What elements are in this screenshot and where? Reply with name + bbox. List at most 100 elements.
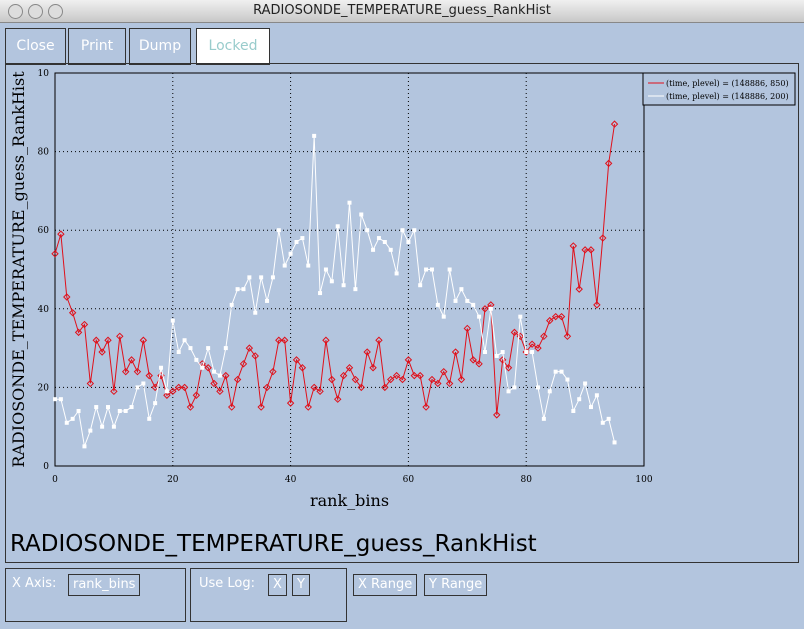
y-range-button[interactable]: Y Range (424, 574, 488, 596)
point (540, 332, 548, 341)
point (334, 395, 342, 403)
close-dot[interactable] (8, 4, 23, 19)
point (206, 346, 211, 351)
point (127, 356, 136, 364)
point (253, 310, 258, 315)
point (147, 416, 152, 421)
point (316, 387, 324, 396)
point (129, 405, 134, 410)
point (298, 364, 307, 372)
point (251, 352, 259, 360)
x-range-button[interactable]: X Range (353, 574, 418, 596)
point (180, 383, 189, 392)
point (123, 408, 128, 413)
point (557, 312, 566, 321)
point (394, 271, 399, 276)
point (204, 364, 212, 372)
point (469, 356, 477, 364)
point (551, 312, 560, 321)
point (447, 267, 452, 272)
y-tick-label: 80 (38, 148, 50, 158)
zoom-dot[interactable] (48, 4, 63, 19)
point (575, 285, 583, 293)
point (465, 298, 470, 303)
point (100, 424, 105, 429)
series-line (54, 124, 616, 415)
point (64, 420, 69, 425)
point (159, 365, 164, 370)
point (133, 367, 142, 376)
point (145, 371, 153, 380)
y-tick-label: 20 (38, 383, 50, 393)
point (186, 403, 195, 411)
print-button[interactable]: Print (68, 28, 126, 65)
point (441, 314, 446, 319)
point (457, 375, 466, 384)
point (382, 239, 387, 244)
point (310, 383, 318, 392)
window-title: RADIOSONDE_TEMPERATURE_guess_RankHist (253, 3, 551, 18)
point (371, 247, 376, 252)
point (275, 336, 283, 344)
point (169, 387, 177, 396)
x-tick-label: 0 (52, 475, 58, 485)
point (318, 291, 323, 296)
point (300, 236, 305, 241)
point (229, 302, 234, 307)
point (139, 336, 148, 344)
point (227, 403, 236, 411)
point (471, 302, 476, 307)
y-tick-label: 0 (43, 462, 49, 472)
point (182, 338, 187, 343)
point (111, 424, 116, 429)
min-dot[interactable] (28, 4, 43, 19)
point (365, 228, 370, 233)
x-axis-select[interactable]: rank_bins (68, 574, 141, 596)
point (222, 371, 230, 380)
point (294, 239, 299, 244)
point (217, 373, 222, 378)
point (53, 397, 57, 402)
point (276, 228, 281, 233)
point (117, 408, 122, 413)
plot-area (54, 72, 645, 467)
point (587, 246, 595, 254)
point (241, 287, 246, 292)
close-button[interactable]: Close (5, 28, 66, 65)
point (610, 120, 619, 128)
point (381, 383, 389, 392)
point (599, 234, 607, 242)
legend-box (642, 72, 796, 106)
point (269, 367, 277, 376)
point (588, 405, 593, 410)
point (82, 444, 87, 449)
x-axis-label: X Axis: (12, 576, 57, 591)
point (312, 133, 317, 138)
locked-button[interactable]: Locked (196, 28, 270, 65)
point (210, 379, 218, 388)
point (339, 371, 348, 380)
point (92, 336, 100, 344)
point (212, 369, 217, 374)
chart: 0 20 40 60 80 100 0 20 40 60 80 10 rank_bins RADIOSON… (5, 63, 799, 563)
point (398, 375, 407, 384)
log-x-button[interactable]: X (268, 574, 287, 596)
point (512, 385, 517, 390)
panel-border (5, 63, 799, 563)
point (546, 316, 554, 325)
log-y-button[interactable]: Y (292, 574, 310, 596)
point (530, 350, 535, 355)
point (410, 371, 418, 380)
x-tick-label: 40 (285, 475, 297, 485)
point (70, 416, 75, 421)
point (440, 367, 448, 376)
point (223, 346, 228, 351)
point (404, 356, 413, 364)
point (488, 306, 493, 311)
dump-button[interactable]: Dump (129, 28, 191, 65)
point (416, 371, 424, 380)
point (151, 383, 159, 392)
point (535, 385, 540, 390)
point (528, 340, 536, 348)
point (541, 416, 546, 421)
